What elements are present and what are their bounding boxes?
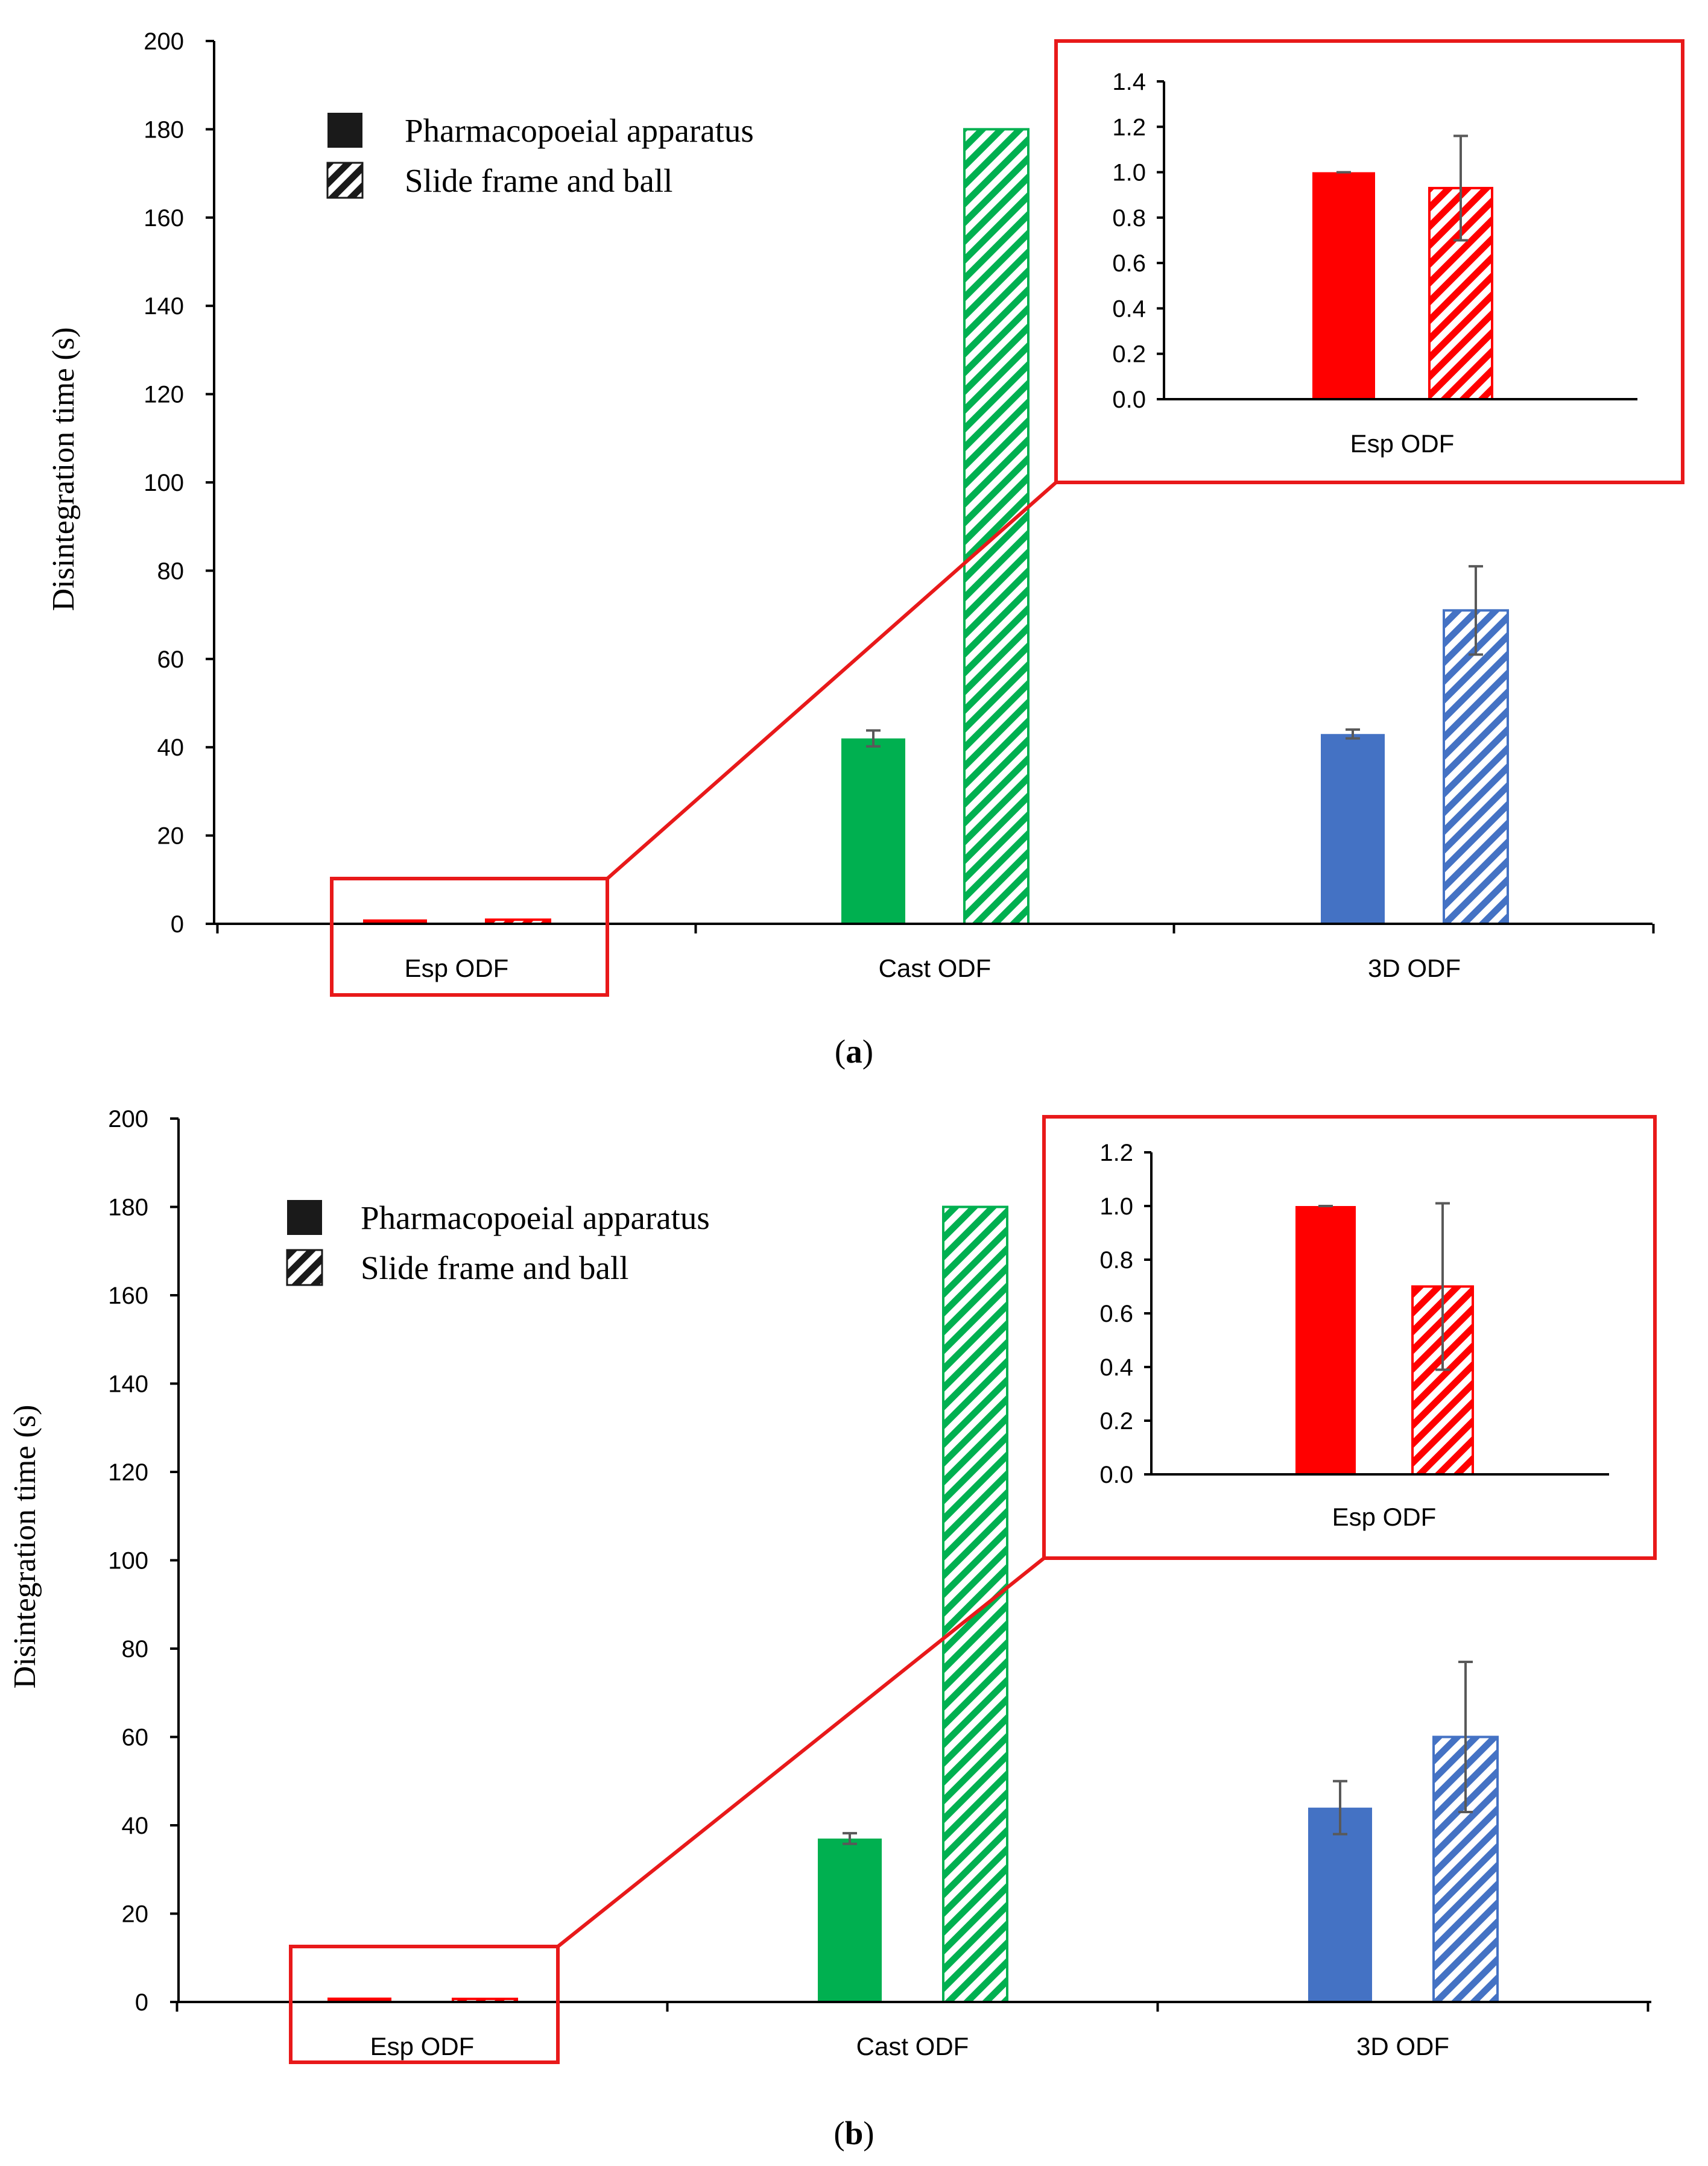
inset-y-tick-label-a-5: 1.0 (1112, 160, 1146, 186)
inset-y-tick-label-a-7: 1.4 (1112, 69, 1146, 95)
error-bar-b-2-3 (1458, 1660, 1473, 1814)
bar-b-pharmacopoeial-3 (1308, 1807, 1372, 2002)
y-tick-label-a-9: 180 (144, 116, 184, 143)
y-tick-label-a-5: 100 (144, 470, 184, 496)
y-tick-label-a-6: 120 (144, 382, 184, 408)
y-tick-label-a-4: 80 (157, 558, 185, 584)
bar-a-pharmacopoeial-3 (1321, 734, 1385, 924)
error-bar-a-1-2 (866, 729, 881, 748)
inset-y-tick-label-a-6: 1.2 (1112, 114, 1146, 141)
bar-b-slide-frame-2 (942, 1205, 1008, 2003)
inset-y-tick-label-b-1: 0.2 (1099, 1408, 1133, 1435)
y-tick-label-a-7: 140 (144, 293, 184, 320)
error-bar-b-1-2 (843, 1832, 857, 1845)
inset-x-category-label-b: Esp ODF (1332, 1503, 1437, 1531)
y-tick-label-a-10: 200 (144, 28, 184, 55)
y-tick-label-a-0: 0 (171, 911, 184, 938)
y-axis-label-b: Disintegration time (s) (8, 1405, 42, 1689)
y-tick-label-b-1: 20 (122, 1901, 149, 1928)
inset-bar-b-pharmacopoeial (1295, 1206, 1356, 1474)
legend-swatch-solid-a (327, 113, 362, 148)
legend-a: Pharmacopoeial apparatus Slide frame and… (326, 112, 754, 199)
inset-plot-b: 0.0 0.2 0.4 0.6 0.8 1.0 1.2 Esp ODF (1042, 1115, 1657, 1560)
inset-y-tick-label-a-1: 0.2 (1112, 341, 1146, 368)
y-tick-label-a-2: 40 (157, 734, 185, 761)
y-tick-label-b-5: 100 (108, 1548, 148, 1574)
y-tick-label-b-9: 180 (108, 1195, 148, 1221)
x-category-label-a-2: Cast ODF (879, 954, 992, 982)
inset-y-tick-label-b-0: 0.0 (1099, 1462, 1133, 1488)
panel-label-a: (a) (835, 1033, 873, 1070)
inset-y-tick-label-b-3: 0.6 (1099, 1301, 1133, 1327)
inset-y-tick-label-a-0: 0.0 (1112, 387, 1146, 413)
inset-y-tick-label-a-3: 0.6 (1112, 250, 1146, 277)
y-tick-label-a-3: 60 (157, 646, 185, 673)
y-tick-label-b-10: 200 (108, 1106, 148, 1132)
panel-letter-a: a (846, 1033, 862, 1070)
error-bar-a-2-3 (1469, 565, 1483, 656)
y-tick-label-b-8: 160 (108, 1283, 148, 1309)
y-tick-label-b-7: 140 (108, 1371, 148, 1398)
panel-b: 0 20 40 60 80 100 120 140 160 180 200 Esp ODF Cast O… (8, 1106, 1657, 2152)
highlight-box-b (289, 1945, 560, 2064)
inset-connector-a (606, 481, 1057, 880)
legend-label-slide-frame-b: Slide frame and ball (361, 1249, 628, 1286)
y-tick-label-a-8: 160 (144, 205, 184, 232)
inset-y-tick-label-b-2: 0.4 (1099, 1354, 1133, 1381)
legend-swatch-solid-b (287, 1200, 322, 1235)
x-category-label-b-3: 3D ODF (1356, 2032, 1449, 2060)
y-tick-label-b-3: 60 (122, 1725, 149, 1751)
x-category-label-b-2: Cast ODF (856, 2032, 969, 2060)
bar-a-slide-frame-3 (1443, 609, 1509, 925)
error-bar-b-1-3 (1333, 1779, 1347, 1836)
x-category-label-a-3: 3D ODF (1368, 954, 1461, 982)
inset-y-tick-label-b-4: 0.8 (1099, 1247, 1133, 1274)
legend-label-slide-frame-a: Slide frame and ball (405, 162, 672, 199)
inset-bar-a-pharmacopoeial (1312, 172, 1375, 399)
panel-a: 0 20 40 60 80 100 120 140 160 180 200 Esp ODF Cast O… (46, 28, 1684, 1070)
inset-y-tick-label-a-2: 0.4 (1112, 295, 1146, 322)
legend-swatch-hatched-a (326, 162, 364, 199)
legend-label-pharmacopoeial-a: Pharmacopoeial apparatus (405, 112, 754, 149)
error-bar-a-1-3 (1346, 728, 1360, 740)
y-tick-label-a-1: 20 (157, 823, 185, 850)
legend-swatch-hatched-b (286, 1249, 323, 1286)
inset-y-tick-label-b-5: 1.0 (1099, 1193, 1133, 1220)
main-plot-a: 0 20 40 60 80 100 120 140 160 180 200 Esp ODF Cast O… (144, 28, 1655, 997)
panel-label-b: (b) (833, 2115, 874, 2152)
bar-a-pharmacopoeial-2 (841, 738, 905, 924)
highlight-box-a (330, 877, 609, 997)
bar-a-slide-frame-2 (963, 128, 1030, 925)
bar-b-pharmacopoeial-2 (818, 1838, 882, 2002)
inset-error-bar-a-2 (1453, 134, 1468, 242)
bar-a-pharmacopoeial-1 (363, 919, 427, 924)
y-tick-label-b-2: 40 (122, 1813, 149, 1839)
inset-x-category-label-a: Esp ODF (1350, 429, 1455, 458)
y-tick-label-b-6: 120 (108, 1459, 148, 1486)
bar-b-pharmacopoeial-1 (327, 1997, 391, 2002)
y-axis-label-a: Disintegration time (s) (46, 327, 81, 611)
inset-y-tick-label-a-4: 0.8 (1112, 205, 1146, 232)
legend-b: Pharmacopoeial apparatus Slide frame and… (286, 1199, 710, 1286)
y-tick-label-b-0: 0 (135, 1989, 148, 2016)
panel-letter-b: b (845, 2115, 864, 2152)
legend-label-pharmacopoeial-b: Pharmacopoeial apparatus (361, 1199, 710, 1236)
inset-y-tick-label-b-6: 1.2 (1099, 1140, 1133, 1166)
main-plot-b: 0 20 40 60 80 100 120 140 160 180 200 Esp ODF Cast O… (108, 1106, 1651, 2064)
inset-plot-a: 0.0 0.2 0.4 0.6 0.8 1.0 1.2 1.4 Esp ODF (1054, 39, 1684, 484)
x-category-label-a-1: Esp ODF (405, 954, 509, 982)
inset-connector-b (557, 1556, 1045, 1948)
x-category-label-b-1: Esp ODF (370, 2032, 475, 2060)
inset-error-bar-b-2 (1435, 1202, 1450, 1371)
y-tick-label-b-4: 80 (122, 1636, 149, 1662)
